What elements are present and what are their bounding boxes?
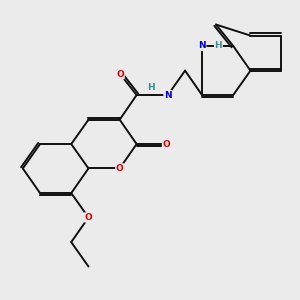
Text: O: O (85, 213, 92, 222)
Text: N: N (198, 41, 206, 50)
Text: H: H (147, 83, 154, 92)
Text: N: N (164, 91, 172, 100)
Text: O: O (163, 140, 170, 148)
Text: O: O (116, 70, 124, 79)
Text: O: O (116, 164, 124, 173)
Text: H: H (214, 41, 222, 50)
